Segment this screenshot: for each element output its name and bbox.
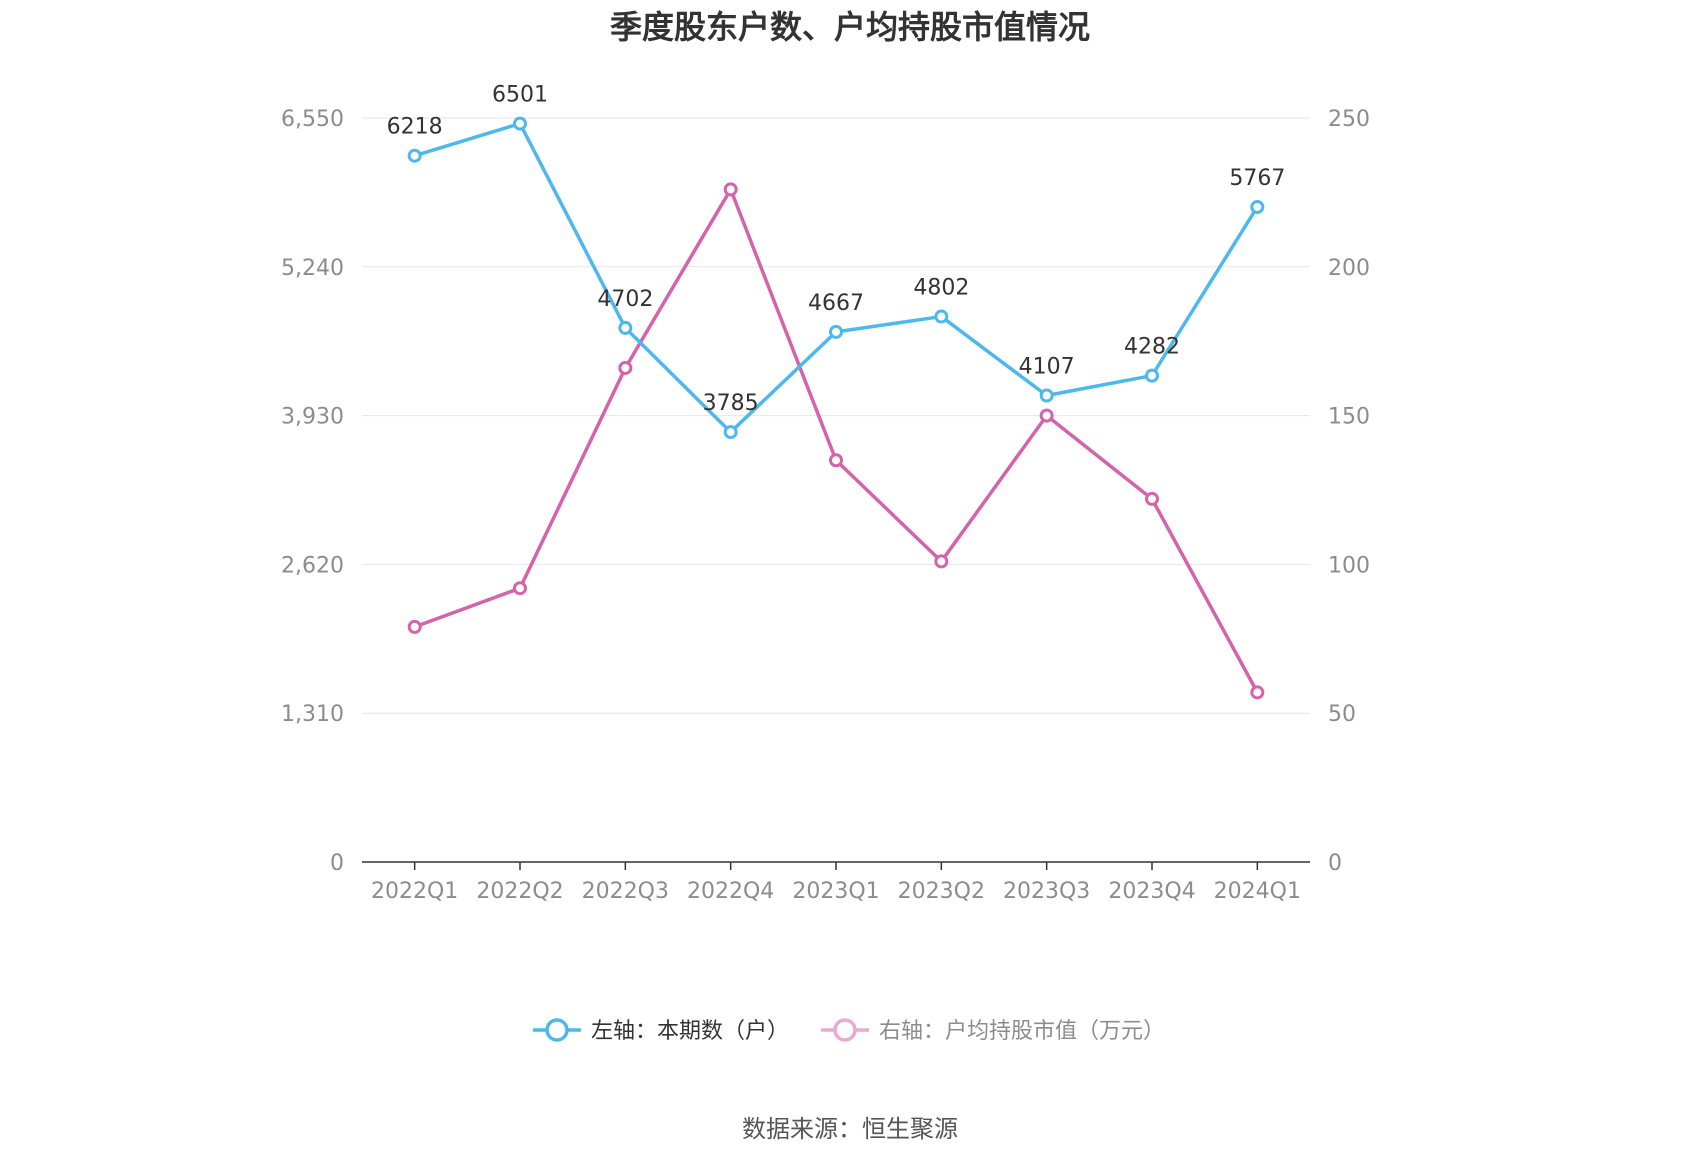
left-axis-tick-label: 0 <box>330 851 344 876</box>
x-axis-tick-label: 2023Q1 <box>792 879 879 904</box>
series-right <box>407 182 1265 700</box>
x-axis-tick-label: 2023Q4 <box>1108 879 1195 904</box>
series-point-right[interactable] <box>1039 408 1054 423</box>
data-label: 4282 <box>1124 335 1180 360</box>
x-axis-tick-label: 2023Q3 <box>1003 879 1090 904</box>
series-line-right <box>414 187 1259 694</box>
axes: 0 1,310 2,620 3,930 5,240 6,550 0 50 100 150 200 25… <box>281 107 1370 904</box>
legend-item[interactable]: 左轴：本期数（户） <box>533 1018 789 1044</box>
left-axis-tick-label: 2,620 <box>281 553 344 578</box>
left-axis-tick-label: 6,550 <box>281 107 344 132</box>
legend-marker-icon <box>833 1018 857 1042</box>
data-label: 6501 <box>492 83 548 108</box>
series-point-left[interactable] <box>829 324 843 339</box>
x-axis-tick-label: 2022Q4 <box>687 879 774 904</box>
series-point-right[interactable] <box>829 453 843 468</box>
series-point-right[interactable] <box>723 182 738 197</box>
data-label: 3785 <box>703 391 759 416</box>
series-line-left <box>414 121 1259 434</box>
right-axis-tick-label: 150 <box>1328 405 1370 430</box>
series-point-left[interactable] <box>513 116 527 131</box>
legend-label: 左轴：本期数（户） <box>591 1019 789 1044</box>
left-axis-tick-label: 3,930 <box>281 405 344 430</box>
series-point-left[interactable] <box>407 148 422 163</box>
series <box>407 116 1265 700</box>
x-axis-tick-label: 2022Q1 <box>371 879 458 904</box>
left-axis-tick-label: 5,240 <box>281 256 344 281</box>
left-axis-tick-label: 1,310 <box>281 702 344 727</box>
series-point-right[interactable] <box>934 554 949 569</box>
series-point-left[interactable] <box>934 309 949 324</box>
legend-label: 右轴：户均持股市值（万元） <box>879 1019 1165 1044</box>
series-point-right[interactable] <box>407 619 422 634</box>
data-labels: 6218 6501 4702 3785 4667 4802 4107 4282 5767 <box>387 83 1286 417</box>
legend-item[interactable]: 右轴：户均持股市值（万元） <box>821 1018 1165 1044</box>
right-axis-tick-label: 100 <box>1328 553 1370 578</box>
right-axis-tick-label: 200 <box>1328 256 1370 281</box>
series-point-right[interactable] <box>1145 491 1159 506</box>
right-axis-tick-label: 250 <box>1328 107 1370 132</box>
x-axis-tick-label: 2022Q2 <box>476 879 563 904</box>
series-point-left[interactable] <box>1250 199 1265 214</box>
grid <box>362 117 1310 714</box>
series-point-left[interactable] <box>618 320 633 335</box>
data-label: 4667 <box>808 291 864 316</box>
x-axis-tick-label: 2023Q2 <box>898 879 985 904</box>
source-note: 数据来源：恒生聚源 <box>742 1115 958 1143</box>
series-point-left[interactable] <box>1145 368 1159 383</box>
legend[interactable]: 左轴：本期数（户） 右轴：户均持股市值（万元） <box>533 1018 1165 1044</box>
legend-marker-icon <box>545 1018 569 1042</box>
series-point-left[interactable] <box>723 425 738 440</box>
chart-title: 季度股东户数、户均持股市值情况 <box>610 8 1090 46</box>
series-point-right[interactable] <box>618 360 633 375</box>
data-label: 6218 <box>387 115 443 140</box>
x-axis-tick-label: 2022Q3 <box>582 879 669 904</box>
data-label: 4802 <box>913 276 969 301</box>
series-point-right[interactable] <box>513 581 527 596</box>
series-point-right[interactable] <box>1250 685 1265 700</box>
right-axis-tick-label: 0 <box>1328 851 1342 876</box>
data-label: 4702 <box>597 287 653 312</box>
right-axis-tick-label: 50 <box>1328 702 1356 727</box>
data-label: 4107 <box>1019 354 1075 379</box>
series-left <box>407 116 1265 440</box>
series-point-left[interactable] <box>1039 388 1054 403</box>
x-axis-tick-label: 2024Q1 <box>1214 879 1301 904</box>
data-label: 5767 <box>1229 166 1285 191</box>
